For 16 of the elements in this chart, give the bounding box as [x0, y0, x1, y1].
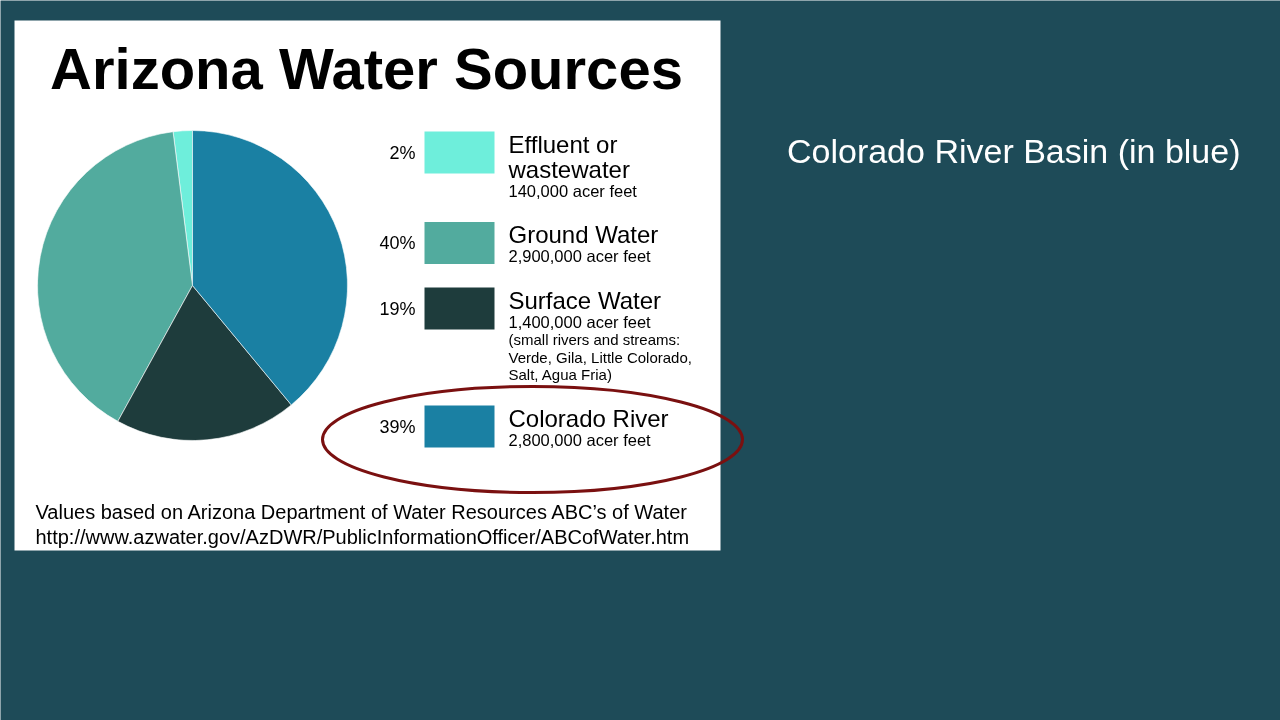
- chart-title: Arizona Water Sources: [50, 36, 683, 101]
- legend-label: Colorado River: [508, 404, 669, 432]
- data-label: 19%: [379, 298, 416, 319]
- legend-label: Surface Water: [508, 286, 661, 314]
- legend-label: Ground Water: [508, 221, 659, 248]
- text: 2,800,000 acer feet: [508, 430, 652, 449]
- data-label: 40%: [379, 233, 416, 253]
- text: Colorado River Basin (in blue): [786, 131, 1241, 170]
- text: 140,000 acer feet: [508, 181, 638, 200]
- legend-label: Effluent or wastewater: [507, 130, 630, 183]
- text: 1,400,000 acer feet (small rivers and streams: Verde, Gila, Little Colorado, Salt, Agua Fria): [508, 312, 692, 383]
- text: 2,900,000 acer feet: [508, 247, 652, 265]
- text: http://www.azwater.gov/AzDWR/PublicInformationOfficer/ABCofWater.htm: [35, 525, 690, 548]
- data-label: 39%: [379, 416, 416, 437]
- text: Values based on Arizona Department of Water Resources ABC’s of Water: [35, 500, 688, 523]
- data-label: 2%: [389, 142, 416, 163]
